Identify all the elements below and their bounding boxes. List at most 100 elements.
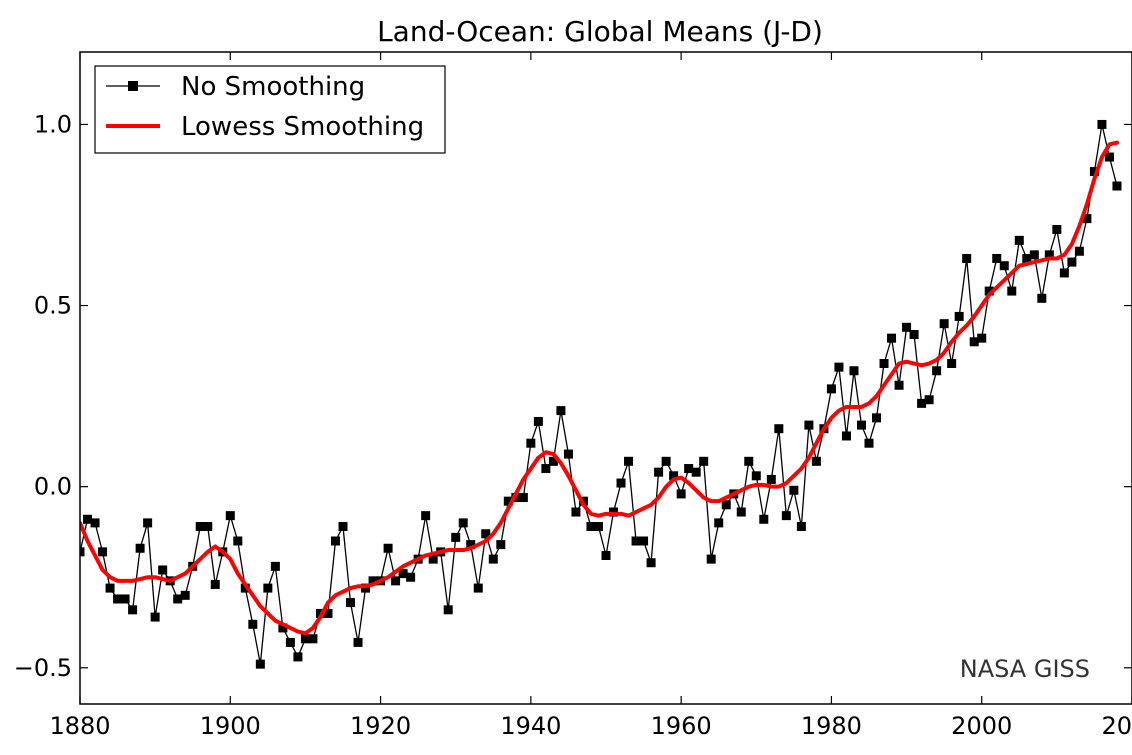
data-point [1059,268,1069,278]
data-point [1112,181,1122,191]
data-point [699,456,709,466]
data-point [240,583,250,593]
data-point [443,605,453,615]
y-tick-label: 0.0 [34,473,72,501]
data-point [128,605,138,615]
x-tick-labels: 1880 1900 1920 1940 1960 1980 2000 2020 [49,712,1132,740]
data-point [158,565,168,575]
data-point [548,456,558,466]
data-point [1029,250,1039,260]
data-point [1089,167,1099,177]
data-point [714,518,724,528]
data-point [954,311,964,321]
data-point [173,594,183,604]
data-point [481,529,491,539]
x-tick-label: 1960 [651,712,712,740]
data-point [383,543,393,553]
data-point [563,449,573,459]
data-point [180,590,190,600]
x-tick-label: 1920 [350,712,411,740]
data-point [721,500,731,510]
watermark-annotation: NASA GISS [960,655,1090,683]
data-point [285,637,295,647]
data-point [887,333,897,343]
data-point [421,511,431,521]
data-point [1067,257,1077,267]
data-point [744,456,754,466]
data-point [503,496,513,506]
data-point [1007,286,1017,296]
legend-box [94,65,446,154]
plot-frame [79,51,1132,705]
data-point [601,550,611,560]
legend: No Smoothing Lowess Smoothing [94,65,446,154]
data-point [270,561,280,571]
data-point [804,420,814,430]
data-point [849,366,859,376]
data-point [661,456,671,466]
data-point [856,420,866,430]
y-tick-labels: −0.5 0.0 0.5 1.0 [14,110,72,681]
data-point [834,362,844,372]
data-point [1104,152,1114,162]
data-point [1022,253,1032,263]
data-point [143,518,153,528]
data-point [939,319,949,329]
data-point [233,536,243,546]
data-point [766,474,776,484]
data-point [593,522,603,532]
data-point [841,431,851,441]
data-point [909,330,919,340]
data-point [135,543,145,553]
x-tick-label: 1940 [500,712,561,740]
data-point [789,485,799,495]
data-point [458,518,468,528]
data-point [984,286,994,296]
data-point [654,467,664,477]
data-point [924,395,934,405]
data-point [398,569,408,579]
data-point [1082,214,1092,224]
x-tick-label: 1900 [200,712,261,740]
data-point [533,416,543,426]
legend-label-lowess-smoothing: Lowess Smoothing [181,112,424,142]
data-point [541,464,551,474]
data-point [736,507,746,517]
data-point [323,608,333,618]
data-point [406,572,416,582]
y-tick-label: 1.0 [34,110,72,138]
data-point [616,478,626,488]
data-point [962,253,972,263]
data-point [1097,119,1107,129]
data-point [872,413,882,423]
data-point [676,489,686,499]
data-point [248,619,258,629]
data-point [428,554,438,564]
x-tick-label: 1980 [801,712,862,740]
data-point [466,540,476,550]
plot-area [80,119,1122,669]
data-point [80,547,85,557]
data-point [195,522,205,532]
data-point [864,438,874,448]
data-point [105,583,115,593]
data-point [932,366,942,376]
data-point [969,337,979,347]
data-point [684,464,694,474]
data-point [120,594,130,604]
data-point [368,576,378,586]
data-point [826,384,836,394]
data-point [811,456,821,466]
data-point [759,514,769,524]
data-point [150,612,160,622]
axis-ticks [79,52,1132,704]
data-point [556,406,566,416]
data-point [1074,246,1084,256]
data-point [992,253,1002,263]
y-tick-label: 0.5 [34,292,72,320]
data-point [353,637,363,647]
data-point [751,471,761,481]
data-point [518,493,528,503]
data-point [902,322,912,332]
